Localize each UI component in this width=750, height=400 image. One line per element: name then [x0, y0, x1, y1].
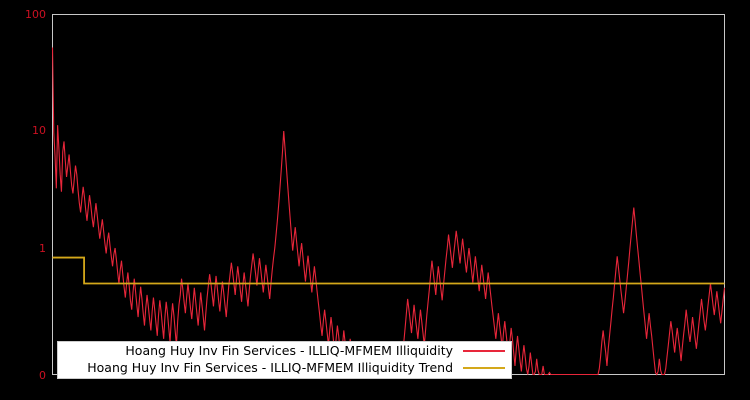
legend-swatch-trend	[463, 366, 505, 369]
legend-swatch-illiquidity	[463, 349, 505, 352]
y-tick-label: 10	[32, 124, 46, 137]
legend-item-illiquidity: Hoang Huy Inv Fin Services - ILLIQ-MFMEM…	[58, 342, 511, 359]
y-tick-label: 100	[25, 8, 46, 21]
legend-label-trend: Hoang Huy Inv Fin Services - ILLIQ-MFMEM…	[87, 360, 453, 375]
series-trend-line	[52, 256, 725, 285]
chart-legend: Hoang Huy Inv Fin Services - ILLIQ-MFMEM…	[57, 341, 512, 379]
y-tick-label: 1	[39, 242, 46, 255]
legend-label-illiquidity: Hoang Huy Inv Fin Services - ILLIQ-MFMEM…	[125, 343, 453, 358]
y-tick-label: 0	[39, 369, 46, 382]
legend-item-trend: Hoang Huy Inv Fin Services - ILLIQ-MFMEM…	[58, 359, 511, 376]
